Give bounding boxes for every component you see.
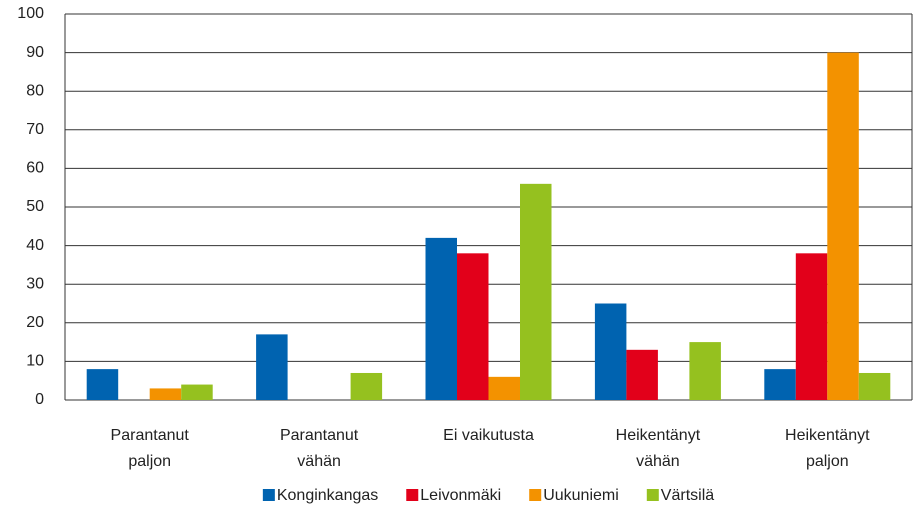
- bar: [488, 376, 520, 400]
- y-tick-label: 20: [26, 314, 44, 331]
- y-tick-label: 70: [26, 121, 44, 138]
- legend-swatch: [646, 489, 659, 501]
- x-tick-label: Parantanut: [280, 427, 359, 444]
- x-tick-label: paljon: [806, 453, 849, 470]
- bar: [689, 342, 721, 400]
- y-tick-label: 100: [17, 5, 44, 22]
- x-tick-label: paljon: [128, 453, 171, 470]
- bar: [594, 303, 627, 400]
- x-tick-label: Heikentänyt: [785, 427, 870, 444]
- bar: [457, 253, 489, 400]
- legend-swatch: [262, 489, 275, 501]
- legend-label: Värtsilä: [661, 487, 714, 504]
- y-tick-label: 80: [26, 82, 44, 99]
- bar: [149, 388, 182, 400]
- y-tick-label: 0: [35, 391, 44, 408]
- y-tick-label: 50: [26, 198, 44, 215]
- x-tick-label: Ei vaikutusta: [443, 427, 534, 444]
- bar: [350, 372, 383, 400]
- legend-label: Konginkangas: [277, 487, 378, 504]
- x-tick-label: vähän: [636, 453, 680, 470]
- x-tick-label: Heikentänyt: [616, 427, 701, 444]
- bar: [626, 349, 658, 400]
- bar: [795, 253, 828, 400]
- bar: [86, 369, 119, 400]
- legend-swatch: [406, 489, 419, 501]
- bar: [256, 334, 288, 400]
- y-tick-label: 90: [26, 44, 44, 61]
- legend-label: Uukuniemi: [543, 487, 619, 504]
- y-tick-label: 10: [26, 353, 44, 370]
- bar: [520, 183, 552, 400]
- x-tick-label: Parantanut: [111, 427, 190, 444]
- bar: [858, 372, 891, 400]
- legend-swatch: [529, 489, 542, 501]
- y-tick-label: 30: [26, 275, 44, 292]
- bar: [425, 237, 457, 400]
- legend-label: Leivonmäki: [420, 487, 501, 504]
- bar: [181, 384, 213, 400]
- bar: [827, 52, 859, 400]
- y-tick-label: 40: [26, 237, 44, 254]
- y-tick-label: 60: [26, 160, 44, 177]
- x-tick-label: vähän: [297, 453, 341, 470]
- bar: [764, 369, 796, 400]
